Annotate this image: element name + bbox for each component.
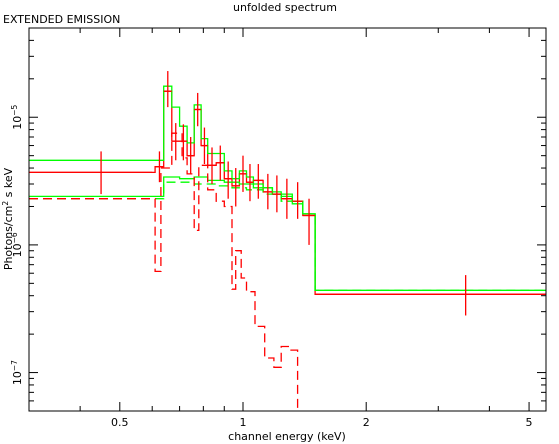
data-point-16 — [272, 175, 282, 213]
series-layer — [29, 85, 546, 411]
data-point-6 — [194, 92, 202, 127]
data-point-15 — [263, 173, 273, 210]
data-point-17 — [281, 178, 293, 219]
data-point-7 — [201, 127, 208, 165]
x-tick-label-0: 0.5 — [111, 416, 129, 429]
y-tick-label-0-base: 10 — [11, 371, 24, 385]
data-point-11 — [231, 168, 240, 207]
chart-annotation: EXTENDED EMISSION — [3, 13, 120, 26]
data-point-20 — [315, 275, 546, 316]
y-tick-label-1-base: 10 — [11, 243, 24, 257]
x-tick-label-3: 5 — [526, 416, 533, 429]
data-point-8 — [207, 147, 217, 184]
data-point-18 — [292, 182, 303, 219]
y-tick-label-2-base: 10 — [11, 116, 24, 130]
data-point-2 — [163, 71, 172, 108]
series-4-line — [29, 132, 299, 411]
data-point-10 — [224, 161, 232, 199]
data-point-14 — [253, 164, 264, 199]
data-point-12 — [239, 155, 247, 192]
y-tick-label-2: 10−5 — [10, 104, 24, 129]
x-tick-label-1: 1 — [239, 416, 246, 429]
y-tick-label-1: 10−6 — [10, 232, 24, 257]
data-point-5 — [187, 137, 195, 174]
data-point-0 — [29, 151, 153, 195]
data-point-4 — [179, 124, 188, 161]
data-point-19 — [302, 198, 316, 245]
y-axis-label-sup: 2 — [1, 201, 10, 206]
x-axis-label: channel energy (keV) — [228, 430, 346, 443]
data-point-13 — [246, 164, 254, 202]
y-axis-label-base: Photons/cm — [2, 206, 15, 271]
y-tick-label-1-exp: −6 — [10, 232, 19, 243]
axis-ticks — [28, 27, 546, 412]
plot-frame — [28, 27, 547, 412]
axis-tick-labels: 0.5 1 2 510−710−610−5 — [10, 104, 533, 429]
y-tick-label-0: 10−7 — [10, 360, 24, 385]
chart-title: unfolded spectrum — [233, 1, 337, 14]
x-tick-label-2: 2 — [363, 416, 370, 429]
data-points-layer — [29, 71, 546, 316]
y-tick-label-2-exp: −5 — [10, 104, 19, 115]
series-3-line — [29, 181, 546, 292]
data-point-3 — [171, 123, 180, 161]
y-axis-label: Photons/cm2 s keV — [1, 167, 15, 270]
data-point-1 — [155, 151, 164, 183]
y-tick-label-0-exp: −7 — [10, 360, 19, 371]
data-point-9 — [216, 145, 225, 181]
y-axis-label-rest: s keV — [2, 167, 15, 200]
